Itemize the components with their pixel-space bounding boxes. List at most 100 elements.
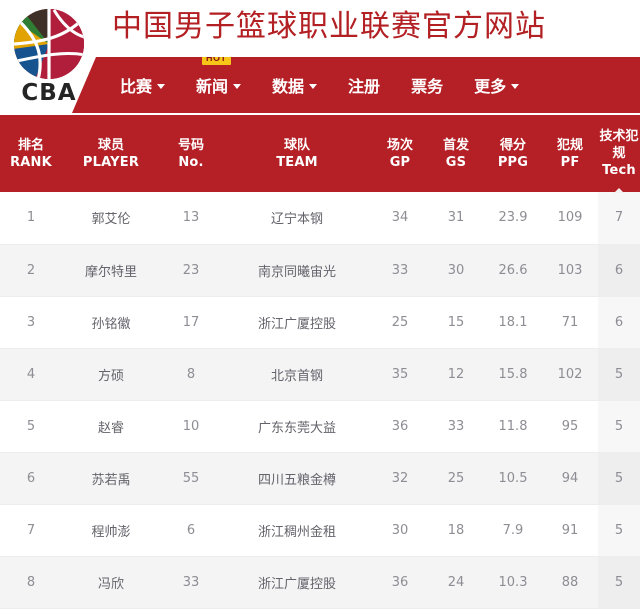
nav-label: 票务 — [411, 77, 444, 96]
column-header-en: PF — [560, 154, 580, 170]
cell-name: 郭艾伦 — [62, 192, 160, 245]
cell-rank: 4 — [0, 348, 62, 401]
cba-logo[interactable]: CBA — [4, 4, 94, 104]
column-header-cn: 球员 — [97, 137, 124, 153]
cell-ppg: 11.8 — [484, 400, 542, 453]
cell-ppg: 10.3 — [484, 556, 542, 609]
cell-gs: 25 — [428, 452, 484, 505]
cell-team: 四川五粮金樽 — [222, 452, 372, 505]
column-header-ppg[interactable]: 得分 PPG — [484, 115, 542, 192]
column-header-tech[interactable]: 技术犯规 Tech — [598, 115, 640, 193]
nav-item-data[interactable]: 数据 — [270, 69, 319, 101]
cell-tech: 6 — [598, 296, 640, 349]
cell-tech: 5 — [598, 556, 640, 609]
page-title: 中国男子篮球职业联赛官方网站 — [112, 9, 546, 44]
cell-gs: 15 — [428, 296, 484, 349]
column-header-en: No. — [178, 154, 204, 170]
cell-team: 北京首钢 — [222, 348, 372, 401]
table-row[interactable]: 1 郭艾伦 13 辽宁本钢 34 31 23.9 109 7 — [0, 192, 640, 245]
column-header-cn: 场次 — [386, 137, 413, 153]
cell-tech: 5 — [598, 348, 640, 401]
cell-team: 浙江广厦控股 — [222, 556, 372, 609]
table-header-row: 排名 RANK 球员 PLAYER 号码 No. 球队 TEAM 场次 GP 首发 GS 得分 PPG 犯规… — [0, 115, 640, 193]
column-header-gs[interactable]: 首发 GS — [428, 115, 484, 192]
nav-label: 比赛 — [120, 77, 153, 96]
cell-gp: 36 — [372, 556, 428, 609]
column-header-team[interactable]: 球队 TEAM — [222, 115, 372, 192]
column-header-en: GP — [389, 154, 411, 170]
column-header-no[interactable]: 号码 No. — [160, 115, 222, 192]
table-row[interactable]: 8 冯欣 33 浙江广厦控股 36 24 10.3 88 5 — [0, 556, 640, 609]
cell-name: 苏若禹 — [62, 452, 160, 505]
site-header: CBA 中国男子篮球职业联赛官方网站 比赛 HOT 新闻 数据 — [0, 0, 640, 115]
cell-name: 孙铭徽 — [62, 296, 160, 349]
cba-logo-icon: CBA — [14, 9, 84, 104]
cell-pf: 103 — [542, 244, 598, 297]
nav-label: 更多 — [474, 77, 507, 96]
cell-no: 10 — [160, 400, 222, 453]
column-header-rank[interactable]: 排名 RANK — [0, 115, 62, 192]
nav-item-news[interactable]: HOT 新闻 — [194, 57, 243, 101]
column-header-cn: 排名 — [17, 137, 44, 153]
cell-rank: 5 — [0, 400, 62, 453]
table-row[interactable]: 3 孙铭徽 17 浙江广厦控股 25 15 18.1 71 6 — [0, 296, 640, 349]
column-header-en: TEAM — [276, 154, 318, 170]
table-row[interactable]: 2 摩尔特里 23 南京同曦宙光 33 30 26.6 103 6 — [0, 244, 640, 297]
column-header-cn: 首发 — [442, 137, 469, 153]
nav-item-games[interactable]: 比赛 — [118, 69, 167, 101]
cell-rank: 1 — [0, 192, 62, 245]
nav-label: 注册 — [348, 77, 381, 96]
column-header-cn: 技术犯规 — [599, 129, 639, 161]
table-row[interactable]: 4 方硕 8 北京首钢 35 12 15.8 102 5 — [0, 348, 640, 401]
cell-name: 摩尔特里 — [62, 244, 160, 297]
cell-gp: 32 — [372, 452, 428, 505]
column-header-gp[interactable]: 场次 GP — [372, 115, 428, 192]
cell-pf: 109 — [542, 192, 598, 245]
column-header-en: GS — [445, 154, 467, 170]
cell-no: 33 — [160, 556, 222, 609]
cell-name: 冯欣 — [62, 556, 160, 609]
cell-gs: 33 — [428, 400, 484, 453]
table-row[interactable]: 7 程帅澎 6 浙江稠州金租 30 18 7.9 91 5 — [0, 504, 640, 557]
cell-ppg: 18.1 — [484, 296, 542, 349]
cell-tech: 5 — [598, 452, 640, 505]
nav-label: 数据 — [272, 77, 305, 96]
cell-team: 浙江广厦控股 — [222, 296, 372, 349]
chevron-down-icon — [511, 84, 520, 89]
cell-rank: 8 — [0, 556, 62, 609]
column-header-cn: 球队 — [283, 137, 310, 153]
cell-rank: 3 — [0, 296, 62, 349]
cell-pf: 95 — [542, 400, 598, 453]
column-header-name[interactable]: 球员 PLAYER — [62, 115, 160, 192]
cell-team: 广东东莞大益 — [222, 400, 372, 453]
stats-table-container: 排名 RANK 球员 PLAYER 号码 No. 球队 TEAM 场次 GP 首发 GS 得分 PPG 犯规… — [0, 115, 640, 615]
cell-team: 南京同曦宙光 — [222, 244, 372, 297]
table-head: 排名 RANK 球员 PLAYER 号码 No. 球队 TEAM 场次 GP 首发 GS 得分 PPG 犯规… — [0, 115, 640, 193]
column-header-pf[interactable]: 犯规 PF — [542, 115, 598, 192]
column-header-cn: 得分 — [499, 137, 526, 153]
table-row[interactable]: 5 赵睿 10 广东东莞大益 36 33 11.8 95 5 — [0, 400, 640, 453]
cell-ppg: 23.9 — [484, 192, 542, 245]
cell-rank: 7 — [0, 504, 62, 557]
cell-name: 方硕 — [62, 348, 160, 401]
nav-item-more[interactable]: 更多 — [472, 69, 521, 101]
nav-item-tickets[interactable]: 票务 — [409, 69, 445, 101]
cell-pf: 94 — [542, 452, 598, 505]
cell-ppg: 10.5 — [484, 452, 542, 505]
cell-ppg: 26.6 — [484, 244, 542, 297]
cell-gp: 25 — [372, 296, 428, 349]
cell-no: 8 — [160, 348, 222, 401]
cell-gp: 35 — [372, 348, 428, 401]
table-row[interactable]: 6 苏若禹 55 四川五粮金樽 32 25 10.5 94 5 — [0, 452, 640, 505]
column-header-en: PLAYER — [82, 154, 140, 170]
cell-gs: 18 — [428, 504, 484, 557]
cell-tech: 5 — [598, 400, 640, 453]
nav-background-shape — [72, 57, 640, 113]
hot-badge: HOT — [202, 57, 231, 65]
cell-pf: 88 — [542, 556, 598, 609]
nav-item-register[interactable]: 注册 — [346, 69, 382, 101]
main-navigation: 比赛 HOT 新闻 数据 注册 票务 — [0, 57, 640, 113]
cell-team: 辽宁本钢 — [222, 192, 372, 245]
nav-label: 新闻 — [196, 77, 229, 96]
